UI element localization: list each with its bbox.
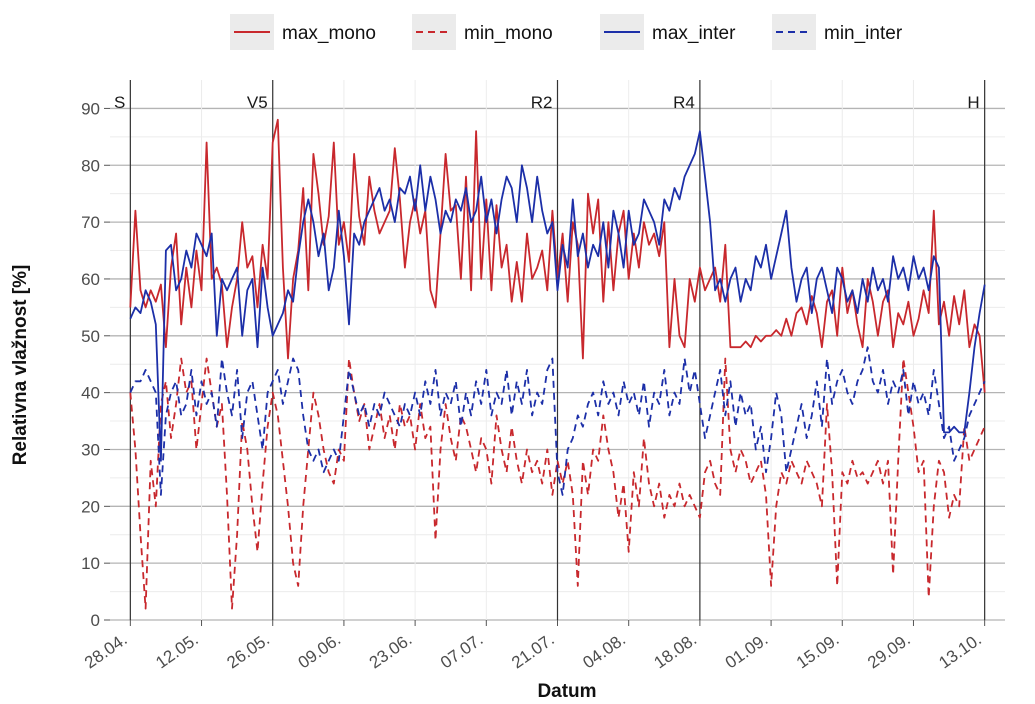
x-tick-label: 26.05.	[223, 630, 273, 673]
phase-lines: S V5 R2 R4 H	[114, 80, 986, 620]
y-tick-label: 40	[81, 384, 100, 403]
series-line-max-inter	[129, 130, 986, 462]
legend: max_mono min_mono max_inter min_inter	[230, 14, 903, 50]
x-axis-title: Datum	[537, 681, 596, 702]
x-tick-label: 29.09.	[864, 630, 914, 673]
y-tick-label: 0	[91, 611, 100, 630]
series-line-min-inter	[129, 346, 986, 496]
x-tick-label: 12.05.	[152, 630, 202, 673]
phase-label: H	[967, 93, 979, 112]
x-tick-label: 09.06.	[295, 630, 345, 673]
x-tick-label: 07.07.	[437, 630, 487, 673]
y-tick-label: 30	[81, 440, 100, 459]
series-line-min-mono	[129, 357, 986, 610]
y-tick-label: 20	[81, 497, 100, 516]
x-tick-label: 18.08.	[651, 630, 701, 673]
y-axis: 0 10 20 30 40 50 60 70 80 90	[81, 99, 110, 630]
series-lines	[129, 118, 986, 610]
x-tick-label: 01.09.	[722, 630, 772, 673]
x-tick-label: 21.07.	[508, 630, 558, 673]
x-tick-label: 04.08.	[579, 630, 629, 673]
legend-label-min-mono: min_mono	[464, 23, 553, 44]
x-tick-label: 13.10.	[935, 630, 985, 673]
y-tick-label: 50	[81, 327, 100, 346]
y-tick-label: 60	[81, 270, 100, 289]
legend-label-max-inter: max_inter	[652, 23, 736, 44]
x-axis: 28.04. 12.05. 26.05. 09.06. 23.06. 07.07. 21.0…	[81, 620, 986, 673]
phase-label: V5	[247, 93, 268, 112]
legend-label-max-mono: max_mono	[282, 23, 376, 44]
x-tick-label: 15.09.	[793, 630, 843, 673]
y-tick-label: 70	[81, 213, 100, 232]
phase-label: R4	[673, 93, 695, 112]
y-tick-label: 10	[81, 554, 100, 573]
phase-label: S	[114, 93, 125, 112]
y-tick-label: 80	[81, 156, 100, 175]
phase-label: R2	[531, 93, 553, 112]
y-tick-label: 90	[81, 99, 100, 118]
y-axis-title: Relativna vlažnost [%]	[10, 265, 31, 466]
legend-label-min-inter: min_inter	[824, 23, 903, 44]
x-tick-label: 28.04.	[81, 630, 131, 673]
x-tick-label: 23.06.	[366, 630, 416, 673]
